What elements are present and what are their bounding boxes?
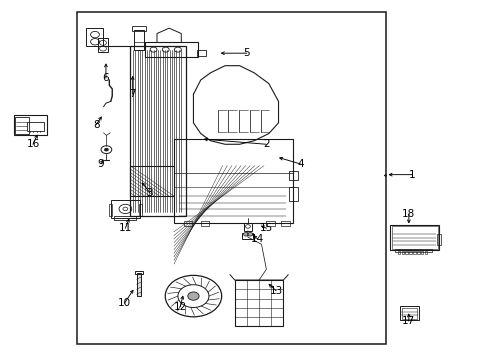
- Text: 1: 1: [408, 170, 415, 180]
- Bar: [114, 216, 136, 220]
- Text: 3: 3: [146, 188, 153, 198]
- Bar: [183, 221, 192, 226]
- Text: 15: 15: [259, 223, 272, 233]
- Bar: [399, 306, 418, 320]
- Text: 16: 16: [26, 139, 40, 149]
- Circle shape: [247, 233, 252, 236]
- Bar: [401, 251, 403, 254]
- Text: 13: 13: [269, 286, 282, 296]
- Bar: [288, 187, 297, 202]
- Bar: [77, 12, 385, 344]
- Text: 2: 2: [263, 139, 269, 149]
- Text: 12: 12: [173, 302, 186, 312]
- Text: 14: 14: [250, 234, 264, 244]
- Circle shape: [243, 233, 248, 236]
- Bar: [244, 223, 251, 231]
- Bar: [15, 117, 29, 134]
- Bar: [389, 225, 438, 249]
- Bar: [134, 271, 143, 274]
- Bar: [234, 280, 283, 327]
- Text: 10: 10: [118, 298, 131, 308]
- Bar: [266, 221, 275, 226]
- Bar: [111, 201, 140, 217]
- Bar: [408, 251, 411, 254]
- Bar: [412, 251, 415, 254]
- Bar: [98, 38, 108, 52]
- Text: 17: 17: [402, 316, 415, 326]
- Text: 18: 18: [402, 209, 415, 219]
- Bar: [174, 139, 292, 223]
- Text: 11: 11: [119, 223, 132, 233]
- Text: 6: 6: [102, 73, 109, 83]
- Bar: [420, 251, 423, 254]
- Bar: [138, 204, 142, 216]
- Bar: [281, 221, 289, 226]
- Bar: [288, 171, 297, 180]
- Text: 7: 7: [129, 89, 136, 99]
- Text: 5: 5: [243, 48, 250, 58]
- Bar: [197, 50, 205, 56]
- Bar: [132, 26, 145, 31]
- Bar: [242, 233, 252, 239]
- Bar: [136, 273, 141, 296]
- Bar: [144, 42, 198, 57]
- Bar: [416, 251, 419, 254]
- Bar: [201, 221, 209, 226]
- Circle shape: [187, 292, 199, 300]
- Bar: [391, 226, 437, 249]
- Bar: [133, 30, 144, 50]
- Bar: [397, 251, 399, 254]
- Bar: [27, 122, 44, 131]
- Bar: [109, 204, 112, 216]
- Bar: [14, 114, 46, 135]
- Text: 4: 4: [297, 159, 303, 169]
- Bar: [130, 46, 186, 216]
- Bar: [424, 251, 427, 254]
- Bar: [405, 251, 407, 254]
- Text: 9: 9: [98, 159, 104, 169]
- Bar: [86, 28, 103, 46]
- Bar: [401, 308, 416, 319]
- Bar: [394, 249, 431, 252]
- Bar: [436, 234, 441, 245]
- Text: 8: 8: [93, 120, 100, 130]
- Circle shape: [104, 148, 108, 151]
- Bar: [130, 166, 174, 196]
